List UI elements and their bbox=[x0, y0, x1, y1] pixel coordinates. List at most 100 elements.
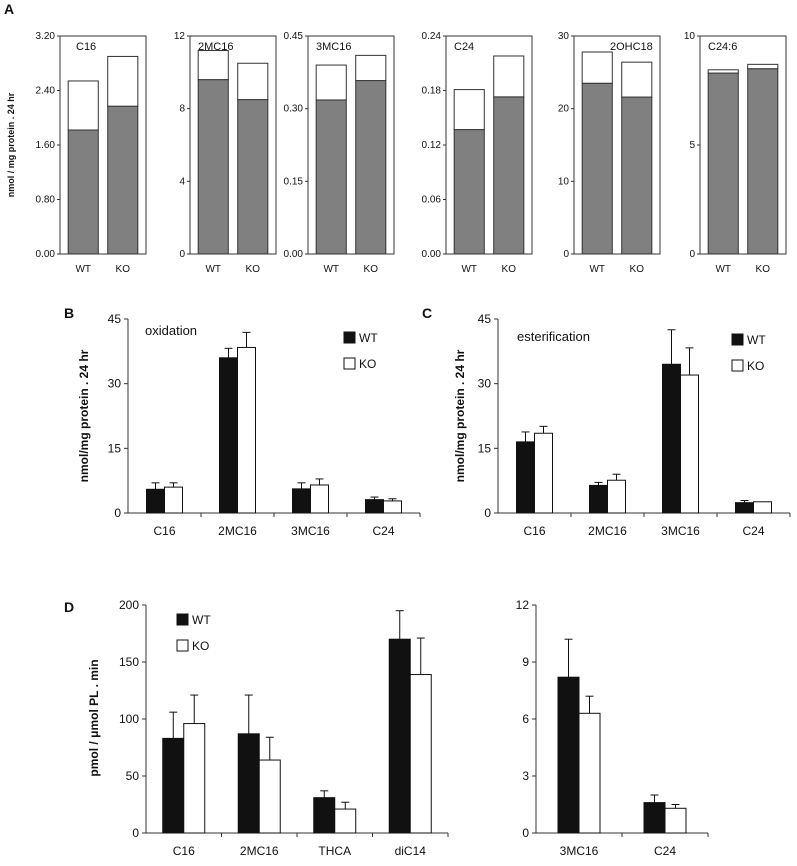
legend-swatch-ko bbox=[731, 359, 744, 372]
y-tick-label: 0.30 bbox=[284, 104, 304, 115]
y-tick-label: 0 bbox=[522, 826, 529, 840]
bar-wt-c16 bbox=[516, 441, 535, 514]
x-tick-label: KO bbox=[116, 264, 131, 275]
y-tick-label: 45 bbox=[108, 312, 122, 326]
legend-label-wt: WT bbox=[192, 613, 211, 627]
y-tick-label: 0 bbox=[132, 826, 139, 840]
x-tick-label: KO bbox=[756, 264, 771, 275]
y-axis-label: nmol/mg protein . 24 hr bbox=[77, 349, 91, 482]
bar-oxidation-ko bbox=[107, 105, 139, 255]
bar-ko-thca bbox=[334, 808, 357, 834]
legend-swatch-wt bbox=[343, 331, 356, 344]
panel-letter-c: C bbox=[422, 305, 432, 321]
x-tick-label: 2MC16 bbox=[588, 524, 627, 538]
y-tick-label: 0 bbox=[179, 249, 185, 260]
subplot-frame bbox=[189, 35, 277, 255]
y-tick-label: 30 bbox=[558, 31, 570, 42]
y-tick-label: 0.00 bbox=[36, 249, 56, 260]
bar-wt-2mc16 bbox=[589, 484, 608, 514]
panel-d2-chart: 0 3 6 9 12 3MC16 C24 bbox=[516, 598, 709, 858]
y-tick-label: 30 bbox=[108, 377, 122, 391]
y-tick-label: 3.20 bbox=[36, 31, 56, 42]
legend-label-ko: KO bbox=[747, 359, 764, 373]
y-tick-label: 0 bbox=[689, 249, 695, 260]
bar-ko-dic14 bbox=[409, 674, 432, 834]
bar-wt-c24 bbox=[365, 499, 384, 514]
bar-ko-2mc16 bbox=[607, 479, 626, 514]
bar-wt-thca bbox=[313, 797, 336, 834]
bar-oxidation-wt bbox=[315, 99, 347, 255]
charts-layer: 0.00 0.80 1.60 2.40 3.20 C16 WT KO 0 4 8 12 2MC16 WT K… bbox=[6, 31, 791, 858]
panel-a-subplot-3: 0.00 0.06 0.12 0.18 0.24 C24 WT KO bbox=[422, 31, 533, 275]
panel-a-y-axis-label: nmol / mg protein . 24 hr bbox=[6, 92, 16, 197]
bar-oxidation-wt bbox=[197, 79, 229, 255]
x-tick-label: C24 bbox=[742, 524, 764, 538]
bar-oxidation-ko bbox=[237, 99, 269, 255]
subplot-title: C16 bbox=[76, 41, 96, 53]
panel-letter-b: B bbox=[64, 305, 74, 321]
y-tick-label: 12 bbox=[516, 598, 530, 612]
x-tick-label: WT bbox=[323, 264, 339, 275]
bar-oxidation-wt bbox=[67, 129, 99, 255]
bar-ko-c24 bbox=[753, 501, 772, 514]
x-tick-label: KO bbox=[246, 264, 261, 275]
bar-wt-dic14 bbox=[388, 638, 411, 834]
subplot-frame bbox=[573, 35, 661, 255]
y-tick-label: 5 bbox=[689, 140, 695, 151]
bar-wt-c16 bbox=[162, 737, 185, 834]
y-axis-label: nmol/mg protein . 24 hr bbox=[453, 349, 467, 482]
bar-oxidation-wt bbox=[707, 72, 739, 255]
x-tick-label: 2MC16 bbox=[240, 844, 279, 858]
panel-b-chart: 0 15 30 45 C16 2MC16 3MC16 C24 oxidation nmol/mg … bbox=[77, 312, 421, 538]
bar-wt-c16 bbox=[146, 488, 165, 514]
bar-wt-c24 bbox=[643, 802, 666, 834]
y-tick-label: 0.45 bbox=[284, 31, 304, 42]
panel-letter-d: D bbox=[64, 599, 74, 615]
bar-ko-3mc16 bbox=[680, 374, 699, 514]
bar-esterification-ko bbox=[355, 54, 387, 82]
x-tick-label: WT bbox=[75, 264, 91, 275]
bar-wt-3mc16 bbox=[292, 488, 311, 514]
bar-esterification-ko bbox=[237, 62, 269, 101]
y-tick-label: 150 bbox=[119, 655, 139, 669]
bar-ko-c16 bbox=[164, 486, 183, 514]
x-tick-label: WT bbox=[461, 264, 477, 275]
y-tick-label: 50 bbox=[126, 769, 140, 783]
panel-a-subplot-2: 0.00 0.15 0.30 0.45 3MC16 WT KO bbox=[284, 31, 395, 275]
panel-a-subplot-1: 0 4 8 12 2MC16 WT KO bbox=[174, 31, 277, 275]
x-tick-label: 2MC16 bbox=[218, 524, 257, 538]
panel-a-subplot-4: 0 10 20 30 2OHC18 WT KO bbox=[558, 31, 661, 275]
bar-esterification-wt bbox=[707, 69, 739, 74]
x-tick-label: C24 bbox=[654, 844, 676, 858]
y-tick-label: 2.40 bbox=[36, 86, 56, 97]
x-tick-label: KO bbox=[364, 264, 379, 275]
bar-esterification-wt bbox=[581, 51, 613, 84]
y-tick-label: 0.06 bbox=[422, 195, 442, 206]
bar-wt-2mc16 bbox=[219, 357, 238, 514]
y-tick-label: 20 bbox=[558, 104, 570, 115]
y-tick-label: 0.00 bbox=[422, 249, 442, 260]
y-tick-label: 10 bbox=[684, 31, 696, 42]
y-tick-label: 3 bbox=[522, 769, 529, 783]
bar-oxidation-ko bbox=[621, 96, 653, 255]
legend-label-wt: WT bbox=[747, 333, 766, 347]
x-tick-label: 3MC16 bbox=[291, 524, 330, 538]
chart-title: oxidation bbox=[145, 323, 197, 338]
subplot-title: C24:6 bbox=[708, 41, 737, 53]
bar-esterification-ko bbox=[747, 63, 779, 70]
y-tick-label: 0.12 bbox=[422, 140, 442, 151]
x-tick-label: WT bbox=[205, 264, 221, 275]
subplot-title: C24 bbox=[454, 41, 474, 53]
y-tick-label: 0.18 bbox=[422, 86, 442, 97]
bar-esterification-wt bbox=[67, 80, 99, 131]
y-tick-label: 15 bbox=[478, 441, 492, 455]
panel-c-chart: 0 15 30 45 C16 2MC16 3MC16 C24 esterification nmo… bbox=[453, 312, 791, 538]
x-tick-label: KO bbox=[502, 264, 517, 275]
y-axis-label: pmol / μmol PL . min bbox=[87, 659, 101, 776]
legend-swatch-wt bbox=[176, 613, 189, 626]
x-tick-label: C24 bbox=[372, 524, 394, 538]
panel-d-chart: 0 50 100 150 200 C16 2MC16 THCA diC14 pmol / μmol… bbox=[87, 598, 449, 858]
bar-esterification-ko bbox=[493, 55, 525, 98]
y-tick-label: 9 bbox=[522, 655, 529, 669]
x-tick-label: WT bbox=[715, 264, 731, 275]
